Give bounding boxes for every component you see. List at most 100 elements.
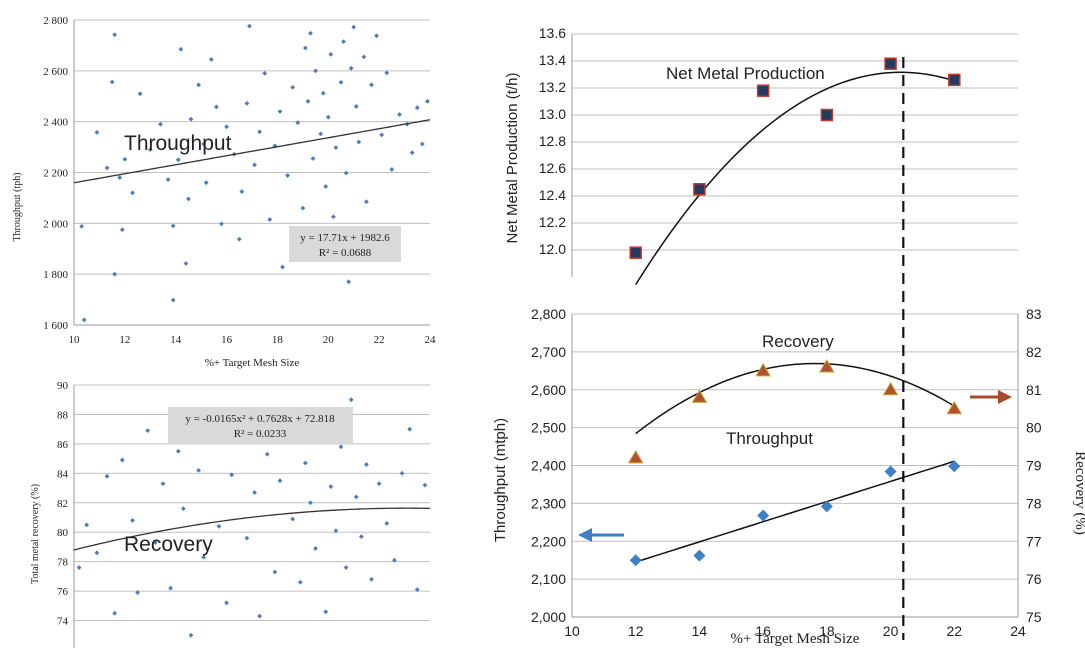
recovery-equation-box [168,407,353,443]
data-point [252,490,257,495]
recovery-scatter-y-label: Total metal recovery (%) [30,484,41,584]
y2-tick-label: 77 [1026,533,1042,549]
net-metal-production-panel: 12.0 12.2 12.4 12.6 12.8 13.0 13.2 13.4 13.6 Net… [504,25,1018,286]
throughput-recovery-panel: 2,000 2,100 2,200 2,300 2,400 2,500 2,600 2,700… [492,306,1085,647]
y-tick-label: 88 [57,409,69,421]
data-point [310,156,316,161]
y2-tick-label: 78 [1026,495,1042,511]
data-point [305,98,311,104]
data-point [119,457,125,463]
data-point [353,104,359,109]
y-tick-label: 13.0 [539,106,566,122]
data-point [180,506,186,512]
x-tick-label: 14 [692,623,708,639]
data-point [264,451,270,457]
y-tick-label: 1 800 [43,269,68,281]
y-tick-label: 12.0 [539,241,566,257]
data-point [333,528,339,534]
data-point [303,45,308,51]
data-point [313,546,318,551]
recovery-trendline [73,507,431,551]
y-tick-label: 86 [57,439,69,451]
data-point [244,535,250,541]
data-point [76,565,82,570]
data-point [374,33,379,39]
data-point [303,460,308,466]
throughput-equation-box [289,226,401,262]
data-point [201,554,207,560]
data-point [203,180,209,186]
throughput-point [820,500,833,513]
data-point [320,90,326,96]
net-metal-annotation: Net Metal Production [666,64,825,83]
data-point [397,112,402,117]
data-point [109,79,115,85]
y-tick-label: 2,600 [531,382,566,398]
throughput-recovery-grid [571,313,1019,618]
data-point [414,105,420,111]
data-point [369,82,374,88]
y2-tick-label: 83 [1026,306,1042,322]
y-tick-label: 2 800 [43,15,68,27]
data-point [425,98,430,104]
data-point [333,145,339,150]
throughput-scatter-panel: 1 600 1 800 2 000 2 200 2 400 2 600 2 800 10 12… [12,15,436,369]
data-point [419,141,425,147]
data-point [81,317,87,323]
data-point [236,236,242,242]
y-tick-label: 82 [57,498,68,510]
y-tick-label: 2 000 [43,218,68,230]
data-point [884,57,897,70]
x-tick-label: 16 [755,623,771,639]
data-point [364,199,369,205]
y-tick-label: 2 400 [43,117,68,129]
data-point [135,590,140,595]
data-point [389,167,395,172]
recovery-point [946,400,963,415]
throughput-point [693,549,706,562]
data-point [122,156,128,162]
data-point [196,467,201,473]
data-point [407,426,413,432]
throughput-scatter-grid [73,19,430,326]
recovery-y-ticks: 75 76 77 78 79 80 81 82 83 [1026,306,1042,625]
data-point [160,481,166,487]
x-tick-label: 18 [272,334,284,346]
data-point [252,162,257,168]
x-tick-label: 16 [221,334,233,346]
y-tick-label: 76 [57,586,69,598]
data-point [295,120,301,126]
data-point [328,51,334,57]
data-point [112,32,118,38]
data-point [369,576,374,582]
right-axis-arrow-head [998,390,1012,404]
data-point [175,157,181,163]
data-point [178,46,184,52]
data-point [224,600,229,606]
throughput-recovery-x-ticks: 10 12 14 16 18 20 22 24 [564,623,1026,639]
data-point [348,65,354,71]
data-point [130,518,135,523]
data-point [290,516,296,522]
y2-tick-label: 76 [1026,571,1042,587]
y-tick-label: 12.4 [539,187,566,203]
data-point [422,482,428,488]
x-tick-label: 10 [69,334,81,346]
data-point [257,613,263,619]
data-point [219,221,224,227]
data-point [409,150,415,156]
y-tick-label: 74 [57,616,69,628]
throughput-scatter-y-ticks: 1 600 1 800 2 000 2 200 2 400 2 600 2 800 [43,15,68,332]
throughput-y-ticks: 2,000 2,100 2,200 2,300 2,400 2,500 2,600 2,700… [531,306,566,625]
throughput-recovery-y2-label: Recovery (%) [1072,451,1085,535]
y-tick-label: 1 600 [43,320,68,332]
data-point [104,165,110,171]
data-point [353,494,359,500]
data-point [325,114,331,120]
net-metal-grid [571,33,1018,277]
data-point [280,264,285,270]
data-point [239,189,245,194]
data-point [165,177,171,183]
data-point [137,91,143,97]
